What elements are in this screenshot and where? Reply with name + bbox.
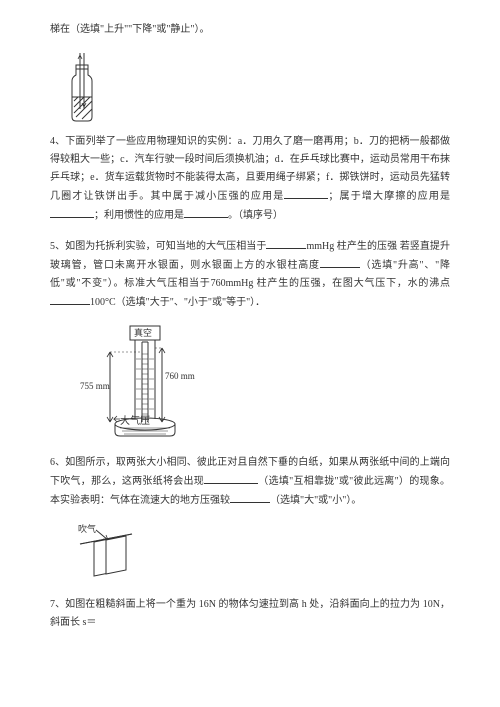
label-atm: 大气压	[120, 414, 150, 427]
q5: 5、如图为托拆利实验，可知当地的大气压相当于mmHg 柱产生的压强 若竖直提升玻…	[50, 237, 450, 312]
q4-mid2: ；利用惯性的应用是	[94, 210, 184, 221]
q6-blank1[interactable]	[204, 472, 258, 484]
label-755: 755 mm	[80, 381, 110, 391]
q7: 7、如图在粗糙斜面上将一个重为 16N 的物体匀速拉到高 h 处，沿斜面向上的拉…	[50, 596, 450, 632]
figure-bottle	[58, 51, 450, 123]
q6-tail: （选填"大"或"小"）。	[270, 495, 361, 506]
q5-blank1[interactable]	[266, 237, 306, 249]
q3-suffix: （选填"上升""下降"或"静止"）。	[70, 24, 210, 35]
q3-prefix: 梯在	[50, 24, 70, 35]
q7-text: 7、如图在粗糙斜面上将一个重为 16N 的物体匀速拉到高 h 处，沿斜面向上的拉…	[50, 599, 450, 628]
q5-blank2[interactable]	[320, 256, 360, 268]
q3-tail: 梯在（选填"上升""下降"或"静止"）。	[50, 20, 450, 39]
q5-intro: 5、如图为托拆利实验，可知当地的大气压相当于	[50, 241, 266, 252]
label-760: 760 mm	[165, 371, 195, 381]
q5-tail: 100°C（选填"大于"、"小于"或"等于"）．	[90, 297, 265, 308]
figure-torricelli: 真空	[80, 324, 450, 444]
q4-blank3[interactable]	[184, 206, 228, 218]
q4-mid1: ；属于增大摩擦的应用是	[328, 191, 450, 202]
q4-blank2[interactable]	[50, 206, 94, 218]
q4-tail: 。（填序号）	[228, 210, 283, 221]
q4-blank1[interactable]	[284, 187, 328, 199]
figure-papers: 吹气	[70, 522, 450, 586]
label-vacuum: 真空	[134, 327, 152, 338]
label-blow: 吹气	[78, 523, 96, 534]
q4: 4、下面列举了一些应用物理知识的实例：a．刀用久了磨一磨再用；b．刀的把柄一般都…	[50, 133, 450, 225]
q6: 6、如图所示，取两张大小相同、彼此正对且自然下垂的白纸，如果从两张纸中间的上端向…	[50, 454, 450, 510]
q6-blank2[interactable]	[230, 491, 270, 503]
q5-blank3[interactable]	[50, 293, 90, 305]
